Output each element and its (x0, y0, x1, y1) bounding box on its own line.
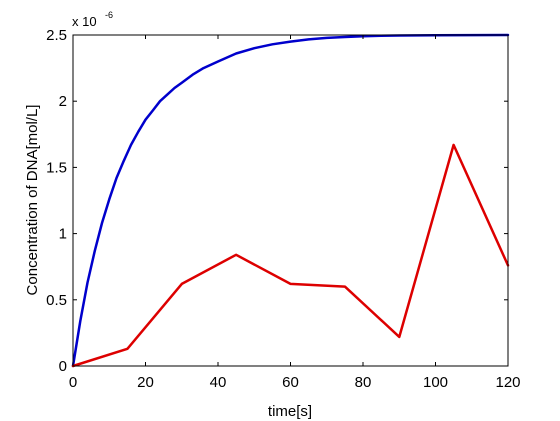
y-tick-label: 0 (59, 358, 67, 375)
y-ticks: 0 0.5 1 1.5 2 2.5 (46, 27, 508, 375)
x-tick-label: 0 (69, 374, 77, 391)
series-line-1 (71, 143, 510, 368)
y-tick-label: 2 (59, 93, 67, 110)
series-line-0 (71, 33, 510, 368)
series-layer (71, 33, 510, 368)
y-tick-label: 0.5 (46, 292, 67, 309)
plot-area (73, 35, 508, 366)
y-exponent-power: -6 (105, 10, 113, 20)
x-ticks: 0 20 40 60 80 100 120 (69, 35, 521, 391)
x-tick-label: 20 (137, 374, 154, 391)
x-tick-label: 100 (423, 374, 448, 391)
y-exponent-base: x 10 (72, 14, 97, 29)
x-axis-label: time[s] (268, 403, 312, 420)
x-tick-label: 80 (355, 374, 372, 391)
y-tick-label: 2.5 (46, 27, 67, 44)
x-tick-label: 40 (210, 374, 227, 391)
x-tick-label: 120 (495, 374, 520, 391)
x-tick-label: 60 (282, 374, 299, 391)
y-tick-label: 1.5 (46, 159, 67, 176)
y-axis-label: Concentration of DNA[mol/L] (24, 105, 41, 296)
y-tick-label: 1 (59, 226, 67, 243)
